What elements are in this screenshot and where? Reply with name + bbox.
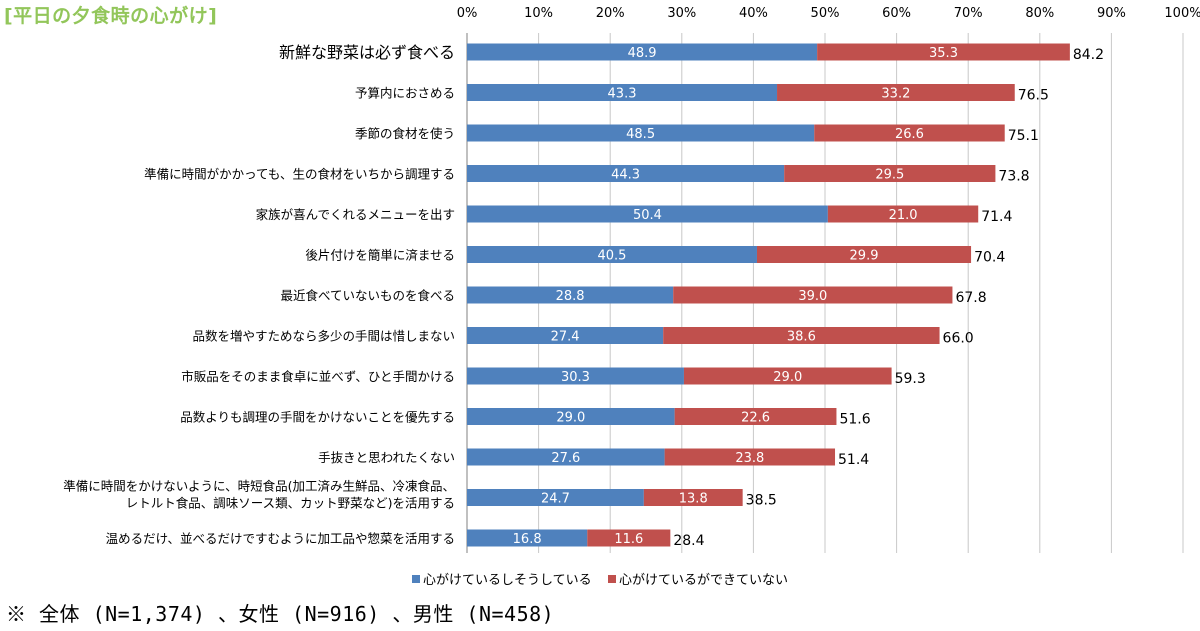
bar-value-label: 50.4 <box>633 208 662 223</box>
bar-segment <box>683 367 892 385</box>
category-label: 後片付けを簡単に済ませる <box>305 248 455 263</box>
category-label: 新鮮な野菜は必ず食べる <box>279 43 455 62</box>
bar-value-label: 38.6 <box>787 330 816 345</box>
category-label: 温めるだけ、並べるだけですむように加工品や惣菜を活用する <box>106 531 455 546</box>
bar-segment <box>467 165 785 182</box>
bar-total-label: 84.2 <box>1073 47 1104 63</box>
bar-value-label: 28.8 <box>556 289 585 304</box>
bar-value-label: 11.6 <box>614 532 643 547</box>
bar-segment <box>467 327 664 344</box>
footnote: ※ 全体 (N=1,374) 、女性 (N=916) 、男性 (N=458) <box>6 602 555 626</box>
bar-segment <box>643 489 743 506</box>
category-label: 最近食べていないものを食べる <box>280 288 455 303</box>
bar-segment <box>467 246 757 263</box>
bar-segment <box>467 408 675 425</box>
legend-label: 心がけているができていない <box>619 573 788 588</box>
bar-total-label: 66.0 <box>943 331 974 347</box>
bar-segment <box>467 529 588 547</box>
bar-segment <box>467 489 644 506</box>
bar-segment <box>664 448 836 466</box>
category-label: 準備に時間をかけないように、時短食品(加工済み生鮮品、冷凍食品、 <box>63 479 455 494</box>
bar-segment <box>663 327 940 344</box>
bar-value-label: 29.0 <box>773 370 802 385</box>
x-tick-label: 30% <box>667 6 696 21</box>
bar-total-label: 51.4 <box>838 452 869 468</box>
bar-value-label: 29.5 <box>875 168 904 183</box>
bar-segment <box>467 43 818 61</box>
bar-value-label: 29.9 <box>850 249 879 264</box>
legend-swatch <box>412 575 420 583</box>
bar-value-label: 33.2 <box>881 87 910 102</box>
bar-segment <box>587 529 671 547</box>
category-label: レトルト食品、調味ソース類、カット野菜など)を活用する <box>126 496 455 511</box>
bar-total-label: 67.8 <box>955 290 986 306</box>
legend-swatch <box>608 575 616 583</box>
bar-segment <box>784 165 996 182</box>
bar-segment <box>756 246 972 263</box>
bar-segment <box>467 448 665 466</box>
bar-segment <box>777 84 1015 101</box>
bar-segment <box>674 408 837 425</box>
legend-label: 心がけているしそうしている <box>423 573 592 588</box>
x-tick-label: 40% <box>739 6 768 21</box>
bar-value-label: 35.3 <box>929 46 958 61</box>
category-label: 品数を増やすためなら多少の手間は惜しまない <box>192 329 455 344</box>
x-tick-label: 20% <box>596 6 625 21</box>
bar-segment <box>467 205 828 223</box>
bar-value-label: 26.6 <box>895 127 924 142</box>
category-label: 品数よりも調理の手間をかけないことを優先する <box>180 410 455 425</box>
bar-value-label: 29.0 <box>556 411 585 426</box>
bar-segment <box>817 43 1070 61</box>
bar-value-label: 22.6 <box>741 411 770 426</box>
x-tick-label: 80% <box>1025 6 1054 21</box>
chart-title: [平日の夕食時の心がけ] <box>4 5 218 27</box>
category-label: 季節の食材を使う <box>355 126 455 141</box>
bar-value-label: 27.6 <box>551 451 580 466</box>
x-tick-label: 60% <box>882 6 911 21</box>
category-label: 手抜きと思われたくない <box>318 450 455 465</box>
x-tick-label: 100% <box>1164 6 1200 21</box>
bar-value-label: 16.8 <box>513 532 542 547</box>
bar-segment <box>467 124 815 142</box>
bar-value-label: 39.0 <box>798 289 827 304</box>
bar-value-label: 24.7 <box>541 492 570 507</box>
bar-segment <box>827 205 979 223</box>
bar-value-label: 48.9 <box>628 46 657 61</box>
bar-total-label: 51.6 <box>839 412 870 428</box>
bar-total-label: 28.4 <box>673 533 704 549</box>
x-tick-label: 0% <box>457 6 478 21</box>
x-tick-label: 50% <box>811 6 840 21</box>
bar-value-label: 21.0 <box>889 208 918 223</box>
bar-segment <box>673 286 953 304</box>
bar-total-label: 59.3 <box>895 371 926 387</box>
bar-total-label: 75.1 <box>1008 128 1039 144</box>
bar-total-label: 71.4 <box>981 209 1012 225</box>
category-label: 市販品をそのまま食卓に並べず、ひと手間かける <box>181 369 455 384</box>
x-tick-label: 70% <box>954 6 983 21</box>
bar-value-label: 40.5 <box>598 249 627 264</box>
bar-total-label: 38.5 <box>746 493 777 509</box>
bar-value-label: 13.8 <box>679 492 708 507</box>
bar-value-label: 27.4 <box>551 330 580 345</box>
bar-total-label: 76.5 <box>1018 88 1049 104</box>
category-label: 準備に時間がかかっても、生の食材をいちから調理する <box>144 167 455 182</box>
category-label: 家族が喜んでくれるメニューを出す <box>256 207 455 222</box>
bar-value-label: 30.3 <box>561 370 590 385</box>
bar-segment <box>467 286 674 304</box>
bar-value-label: 43.3 <box>608 87 637 102</box>
x-tick-label: 90% <box>1097 6 1126 21</box>
bar-total-label: 73.8 <box>998 169 1029 185</box>
bar-total-label: 70.4 <box>974 250 1005 266</box>
category-label: 予算内におさめる <box>355 86 455 101</box>
bar-value-label: 48.5 <box>626 127 655 142</box>
x-tick-label: 10% <box>524 6 553 21</box>
bar-segment <box>467 84 778 101</box>
bar-value-label: 23.8 <box>735 451 764 466</box>
bar-segment <box>814 124 1005 142</box>
bar-value-label: 44.3 <box>611 168 640 183</box>
bar-segment <box>467 367 684 385</box>
